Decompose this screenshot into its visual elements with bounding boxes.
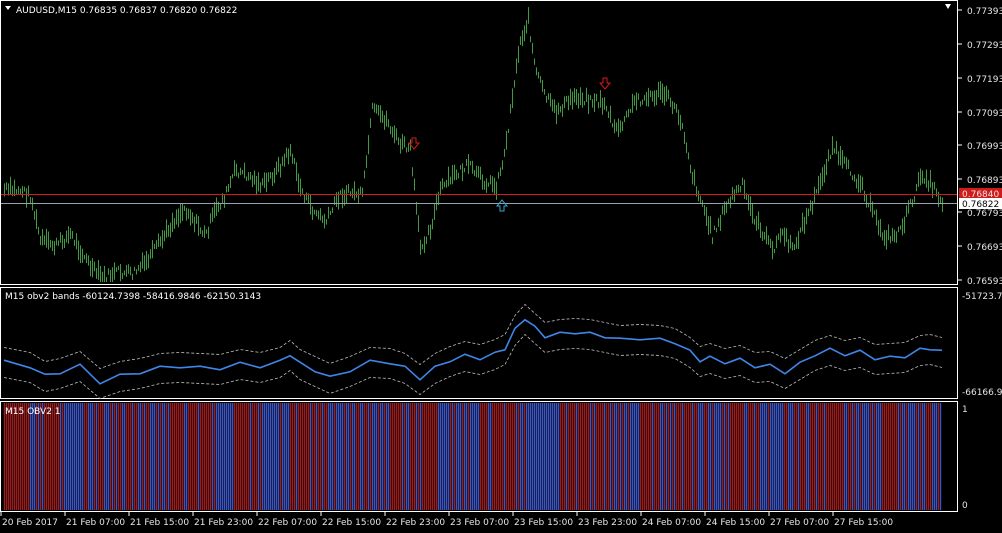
obv-bars-panel[interactable]	[0, 401, 958, 512]
time-tick: 21 Feb 07:00	[66, 518, 125, 528]
time-tick: 23 Feb 23:00	[578, 518, 637, 528]
symbol-info: AUDUSD,M15 0.76835 0.76837 0.76820 0.768…	[16, 6, 237, 16]
obv-bars-axis-bottom: 0	[962, 501, 968, 511]
obv-line	[3, 318, 943, 385]
upper-band-line	[3, 303, 943, 369]
sell-arrow-icon	[598, 77, 612, 90]
time-tick: 27 Feb 15:00	[834, 518, 893, 528]
price-tick: 0.77093	[967, 109, 1002, 119]
price-bars	[4, 7, 943, 282]
price-levels	[1, 194, 957, 204]
price-tick: 0.76993	[967, 142, 1002, 152]
time-tick: 22 Feb 07:00	[258, 518, 317, 528]
time-tick: 24 Feb 15:00	[706, 518, 765, 528]
price-tick: 0.76593	[967, 277, 1002, 287]
bid-price: 0.76822	[962, 200, 999, 210]
price-tick: 0.77393	[967, 7, 1002, 17]
obv-bars-axis-top: 1	[962, 405, 968, 415]
time-tick: 21 Feb 15:00	[130, 518, 189, 528]
time-tick: 23 Feb 15:00	[514, 518, 573, 528]
price-tick: 0.77193	[967, 75, 1002, 85]
obv-bands-axis-bottom: -66166.94	[962, 388, 1002, 398]
time-tick: 24 Feb 07:00	[642, 518, 701, 528]
price-tick: 0.76893	[967, 176, 1002, 186]
bid-price-tag	[959, 198, 1002, 209]
time-tick: 23 Feb 07:00	[450, 518, 509, 528]
dropdown-triangle-icon[interactable]	[5, 6, 11, 10]
obv-bands-panel[interactable]	[0, 287, 958, 399]
lower-band-line	[3, 333, 943, 399]
time-tick: 20 Feb 2017	[2, 518, 58, 528]
sell-arrow-icon	[407, 137, 421, 150]
obv-bars-title: M15 OBV2 1	[5, 407, 61, 417]
red-level-price-tag	[959, 188, 1002, 199]
chart-shift-marker-icon[interactable]	[945, 4, 951, 9]
time-axis: 20 Feb 2017 21 Feb 07:00 21 Feb 15:00 21…	[0, 512, 893, 528]
obv-histogram	[3, 403, 942, 510]
price-tick: 0.76693	[967, 243, 1002, 253]
time-tick: 27 Feb 07:00	[770, 518, 829, 528]
price-tick: 0.77293	[967, 41, 1002, 51]
buy-arrow-icon	[495, 199, 509, 212]
obv-bands-axis-top: -51723.75	[962, 292, 1002, 302]
time-tick: 22 Feb 15:00	[322, 518, 381, 528]
red-level-price: 0.76840	[962, 190, 999, 200]
main-price-panel[interactable]	[0, 0, 958, 285]
obv-bands-lines	[3, 303, 943, 399]
obv-bands-title: M15 obv2 bands -60124.7398 -58416.9846 -…	[5, 292, 261, 302]
price-tick: 0.76793	[967, 209, 1002, 219]
time-tick: 22 Feb 23:00	[386, 518, 445, 528]
time-tick: 21 Feb 23:00	[194, 518, 253, 528]
price-axis: 0.77393 0.77293 0.77193 0.77093 0.76993 …	[958, 7, 1002, 287]
